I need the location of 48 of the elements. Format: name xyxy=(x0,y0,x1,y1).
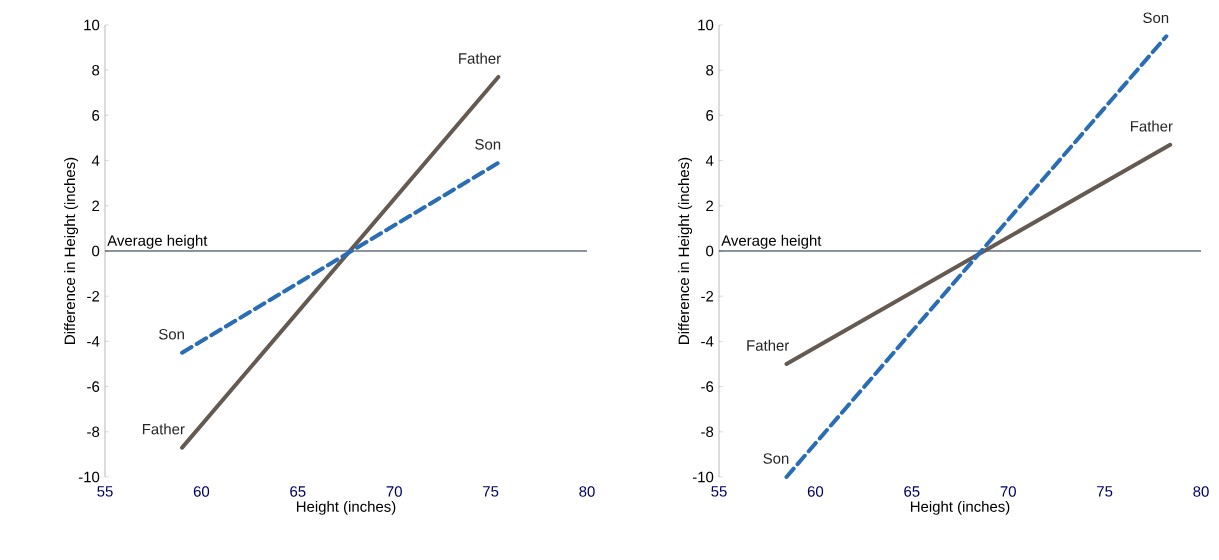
x-tick-label: 75 xyxy=(483,486,499,497)
text: Son xyxy=(1143,12,1169,24)
x-tick-label: 60 xyxy=(807,486,824,497)
y-tick-label: 10 xyxy=(698,19,714,31)
y-tick-label: -2 xyxy=(701,290,714,302)
ref-line-label: Average height xyxy=(107,234,208,249)
y-tick-label: -4 xyxy=(701,336,714,347)
y-tick-label: -10 xyxy=(692,471,714,483)
series-label: Father xyxy=(747,339,790,351)
x-tick-label: 65 xyxy=(290,486,306,497)
series-label: Son xyxy=(159,328,184,340)
y-tick-label: -6 xyxy=(87,381,100,392)
y-tick-label: -6 xyxy=(701,381,714,392)
x-tick-label: 80 xyxy=(1193,486,1209,497)
x-tick-label: 75 xyxy=(1097,486,1113,497)
ref-line-label: Average height xyxy=(721,234,822,249)
y-tick-label: 4 xyxy=(91,155,100,166)
text: Father xyxy=(1130,120,1173,132)
y-tick-label: 2 xyxy=(92,200,100,212)
x-axis-title: Height (inches) xyxy=(910,500,1010,515)
y-tick-label: 0 xyxy=(706,245,714,257)
y-axis-title: Difference in Height (inches) xyxy=(678,157,693,344)
x-axis-title: Height (inches) xyxy=(296,500,396,515)
y-axis-title: Difference in Height (inches) xyxy=(64,157,79,344)
y-tick-label: 0 xyxy=(92,245,100,257)
x-tick-label: 70 xyxy=(386,486,402,497)
x-tick-label: 80 xyxy=(579,486,595,497)
y-tick-label: -8 xyxy=(87,426,100,438)
text: Son xyxy=(475,139,501,150)
y-tick-label: 6 xyxy=(706,110,714,121)
series-label: Son xyxy=(763,453,789,464)
y-tick-label: 4 xyxy=(705,155,714,166)
y-tick-label: -2 xyxy=(87,290,100,302)
x-tick-label: 55 xyxy=(711,486,727,497)
y-tick-label: -10 xyxy=(78,471,100,483)
text: Father xyxy=(459,52,501,64)
y-tick-label: -8 xyxy=(701,426,714,438)
x-tick-label: 65 xyxy=(904,486,920,497)
y-tick-label: 8 xyxy=(706,64,714,76)
y-tick-label: 8 xyxy=(92,64,100,76)
x-tick-label: 70 xyxy=(1000,486,1016,497)
series-label: Father xyxy=(142,423,185,435)
y-tick-label: -4 xyxy=(87,336,100,347)
y-tick-label: 10 xyxy=(84,19,100,31)
y-tick-label: 6 xyxy=(92,110,100,121)
x-tick-label: 55 xyxy=(97,486,113,497)
x-tick-label: 60 xyxy=(193,486,210,497)
y-tick-label: 2 xyxy=(706,200,714,212)
